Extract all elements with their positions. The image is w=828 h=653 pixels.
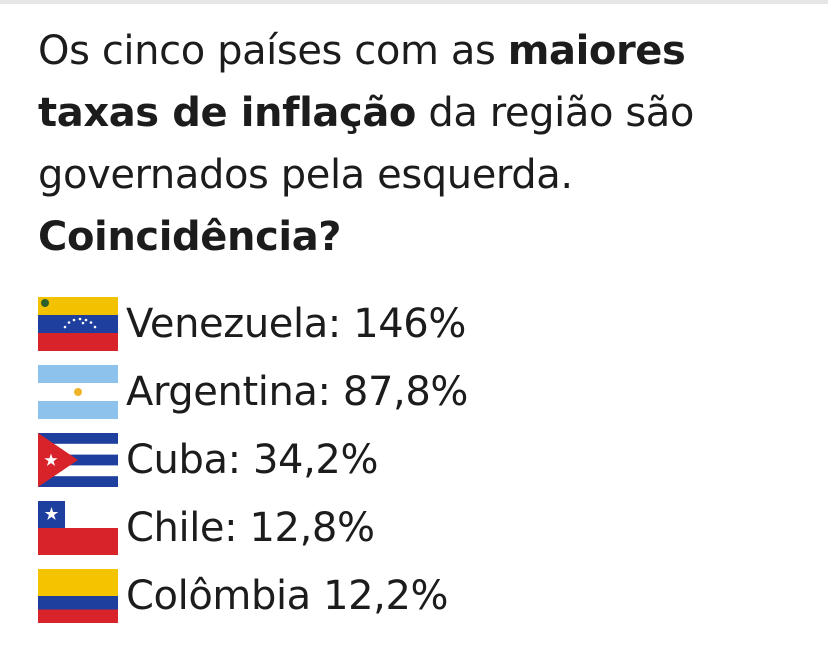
top-divider [0, 0, 828, 4]
country-label: Cuba: 34,2% [126, 437, 379, 483]
headline-emphasis: maiores taxas de inflação [38, 28, 686, 136]
country-label: Argentina: 87,8% [126, 369, 468, 415]
list-item-chile: Chile: 12,8% [38, 494, 468, 562]
country-label: Chile: 12,8% [126, 505, 375, 551]
country-label: Venezuela: 146% [126, 301, 466, 347]
headline: Os cinco países com as maiores taxas de … [38, 20, 818, 268]
colombia-flag-icon [38, 569, 118, 623]
headline-text-start: Os cinco países com as [38, 28, 508, 74]
venezuela-flag-icon [38, 297, 118, 351]
country-label: Colômbia 12,2% [126, 573, 449, 619]
list-item-colombia: Colômbia 12,2% [38, 562, 468, 630]
chile-flag-icon [38, 501, 118, 555]
list-item-cuba: Cuba: 34,2% [38, 426, 468, 494]
argentina-flag-icon [38, 365, 118, 419]
headline-question: Coincidência? [38, 214, 342, 260]
inflation-list: Venezuela: 146% Argentina: 87,8% Cuba: 3… [38, 290, 468, 630]
cuba-flag-icon [38, 433, 118, 487]
list-item-argentina: Argentina: 87,8% [38, 358, 468, 426]
headline-text-end: da região são governados pela esquerda. [38, 90, 694, 198]
list-item-venezuela: Venezuela: 146% [38, 290, 468, 358]
